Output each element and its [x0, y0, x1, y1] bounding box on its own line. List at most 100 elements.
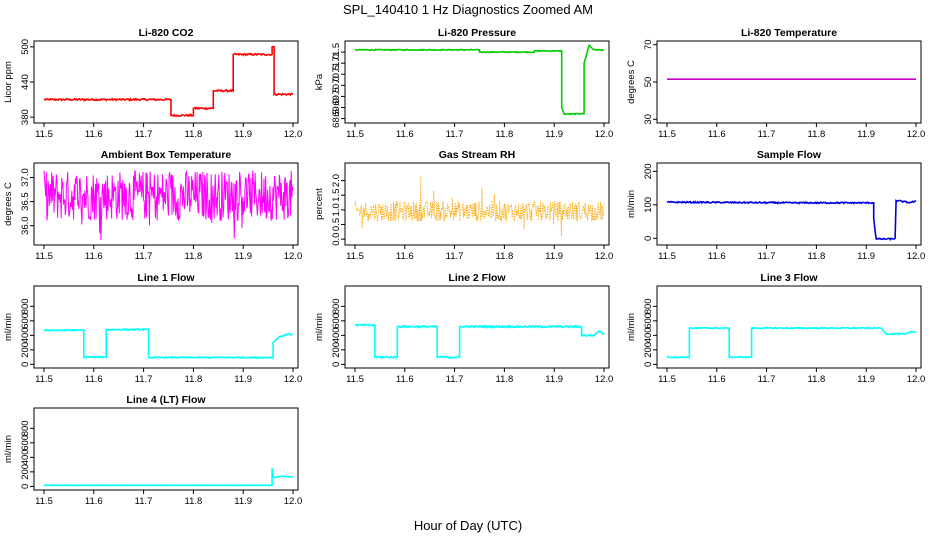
x-tick-label: 11.7	[758, 374, 776, 385]
y-axis-label: ml/min	[3, 435, 14, 463]
x-tick-label: 11.5	[35, 129, 53, 140]
y-tick-label: 400	[20, 327, 31, 343]
x-tick-label: 11.9	[234, 374, 252, 385]
y-tick-label: 37.0	[20, 168, 31, 187]
y-axis-label: percent	[314, 188, 325, 220]
x-tick-label: 12.0	[907, 251, 926, 262]
y-axis-label: Licor ppm	[3, 61, 14, 103]
series-line	[666, 199, 917, 241]
plot-frame	[344, 40, 610, 124]
x-tick-label: 11.6	[85, 251, 103, 262]
x-tick-label: 11.6	[708, 129, 726, 140]
y-tick-label: 800	[643, 298, 654, 314]
x-tick-label: 11.9	[857, 374, 875, 385]
x-tick-label: 11.5	[658, 374, 676, 385]
y-tick-label: 1.5	[331, 189, 342, 202]
y-tick-label: 200	[331, 342, 342, 358]
panel-li-820-pressure: Li-820 Pressure 11.5 11.6 11.7 11.8 11.9 12.0 6…	[314, 27, 613, 140]
x-tick-label: 11.8	[184, 129, 202, 140]
panel-sample-flow: Sample Flow 11.5 11.6 11.7 11.8 11.9 12.0 0 100 2…	[626, 149, 925, 262]
x-tick-label: 11.7	[446, 251, 464, 262]
y-tick-label: 70.5	[331, 65, 342, 84]
x-tick-label: 11.7	[758, 251, 776, 262]
x-tick-label: 11.8	[495, 129, 513, 140]
y-tick-label: 71.0	[331, 54, 342, 73]
y-tick-label: 600	[643, 313, 654, 329]
x-tick-label: 12.0	[907, 129, 926, 140]
x-tick-label: 12.0	[595, 251, 614, 262]
y-tick-label: 600	[20, 435, 31, 451]
y-axis-label: ml/min	[626, 190, 637, 218]
x-tick-label: 11.9	[234, 251, 252, 262]
plot-frame	[344, 285, 610, 369]
panel-title: Li-820 CO2	[139, 27, 194, 39]
x-tick-label: 11.6	[396, 129, 414, 140]
x-tick-label: 12.0	[284, 129, 303, 140]
y-tick-label: 2.0	[331, 174, 342, 187]
x-axis-label: Hour of Day (UTC)	[413, 518, 523, 533]
x-tick-label: 11.5	[658, 129, 676, 140]
y-axis-label: degrees C	[3, 182, 14, 226]
x-tick-label: 12.0	[284, 251, 303, 262]
y-tick-label: 30	[643, 114, 654, 125]
y-tick-label: 71.5	[331, 43, 342, 62]
y-axis-label: ml/min	[3, 313, 14, 341]
y-tick-label: 0.0	[331, 233, 342, 246]
x-tick-label: 11.6	[708, 374, 726, 385]
series-line	[354, 176, 605, 237]
y-tick-label: 500	[20, 39, 31, 55]
x-tick-label: 11.7	[135, 251, 153, 262]
panel-title: Line 1 Flow	[137, 272, 195, 284]
y-tick-label: 0.5	[331, 218, 342, 231]
y-tick-label: 200	[20, 464, 31, 480]
x-tick-label: 11.9	[545, 251, 563, 262]
y-tick-label: 0	[643, 236, 654, 241]
y-tick-label: 600	[331, 313, 342, 329]
panel-title: Line 4 (LT) Flow	[126, 394, 206, 406]
y-tick-label: 200	[643, 342, 654, 358]
plot-frame	[656, 162, 922, 246]
panel-li-820-temperature: Li-820 Temperature 11.5 11.6 11.7 11.8 11.9 12…	[626, 27, 925, 140]
y-tick-label: 70.0	[331, 76, 342, 95]
panel-ambient-box-temperature: Ambient Box Temperature 11.5 11.6 11.7 11.8 1…	[3, 149, 302, 262]
x-tick-label: 12.0	[595, 129, 614, 140]
x-tick-label: 11.5	[658, 251, 676, 262]
y-axis-label: ml/min	[626, 313, 637, 341]
x-tick-label: 11.8	[807, 251, 825, 262]
x-tick-label: 11.7	[135, 496, 153, 507]
y-tick-label: 400	[20, 449, 31, 465]
panel-title: Line 2 Flow	[448, 272, 506, 284]
x-tick-label: 11.6	[85, 129, 103, 140]
panel-title: Line 3 Flow	[760, 272, 818, 284]
panel-line-1-flow: Line 1 Flow 11.5 11.6 11.7 11.8 11.9 12.0 0 2004…	[3, 272, 302, 385]
series-line	[354, 323, 605, 360]
x-tick-label: 11.7	[446, 374, 464, 385]
panel-title: Sample Flow	[757, 149, 822, 161]
x-tick-label: 12.0	[284, 496, 303, 507]
figure-title: SPL_140410 1 Hz Diagnostics Zoomed AM	[342, 2, 594, 17]
y-tick-label: 400	[643, 327, 654, 343]
panel-line-4-lt-flow: Line 4 (LT) Flow 11.5 11.6 11.7 11.8 11.9 12.0…	[3, 394, 302, 507]
x-tick-label: 11.6	[396, 374, 414, 385]
y-tick-label: 800	[331, 298, 342, 314]
plot-frame	[656, 40, 922, 124]
plot-frame	[656, 285, 922, 369]
y-tick-label: 69.5	[331, 87, 342, 106]
y-tick-label: 0	[20, 484, 31, 489]
x-tick-label: 11.9	[545, 374, 563, 385]
x-tick-label: 11.8	[807, 129, 825, 140]
x-tick-label: 11.7	[135, 374, 153, 385]
x-tick-label: 11.9	[857, 251, 875, 262]
y-tick-label: 0	[20, 362, 31, 367]
y-tick-label: 0	[331, 362, 342, 367]
x-tick-label: 11.8	[807, 374, 825, 385]
x-tick-label: 11.9	[234, 496, 252, 507]
y-tick-label: 200	[643, 163, 654, 179]
x-tick-label: 11.9	[545, 129, 563, 140]
panel-title: Gas Stream RH	[439, 149, 515, 161]
y-tick-label: 800	[20, 298, 31, 314]
y-axis-label: kPa	[314, 73, 325, 90]
x-tick-label: 11.6	[708, 251, 726, 262]
panel-line-3-flow: Line 3 Flow 11.5 11.6 11.7 11.8 11.9 12.0 0 2004…	[626, 272, 925, 385]
x-tick-label: 12.0	[907, 374, 926, 385]
